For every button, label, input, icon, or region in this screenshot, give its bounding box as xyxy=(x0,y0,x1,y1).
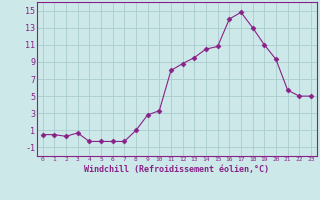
X-axis label: Windchill (Refroidissement éolien,°C): Windchill (Refroidissement éolien,°C) xyxy=(84,165,269,174)
